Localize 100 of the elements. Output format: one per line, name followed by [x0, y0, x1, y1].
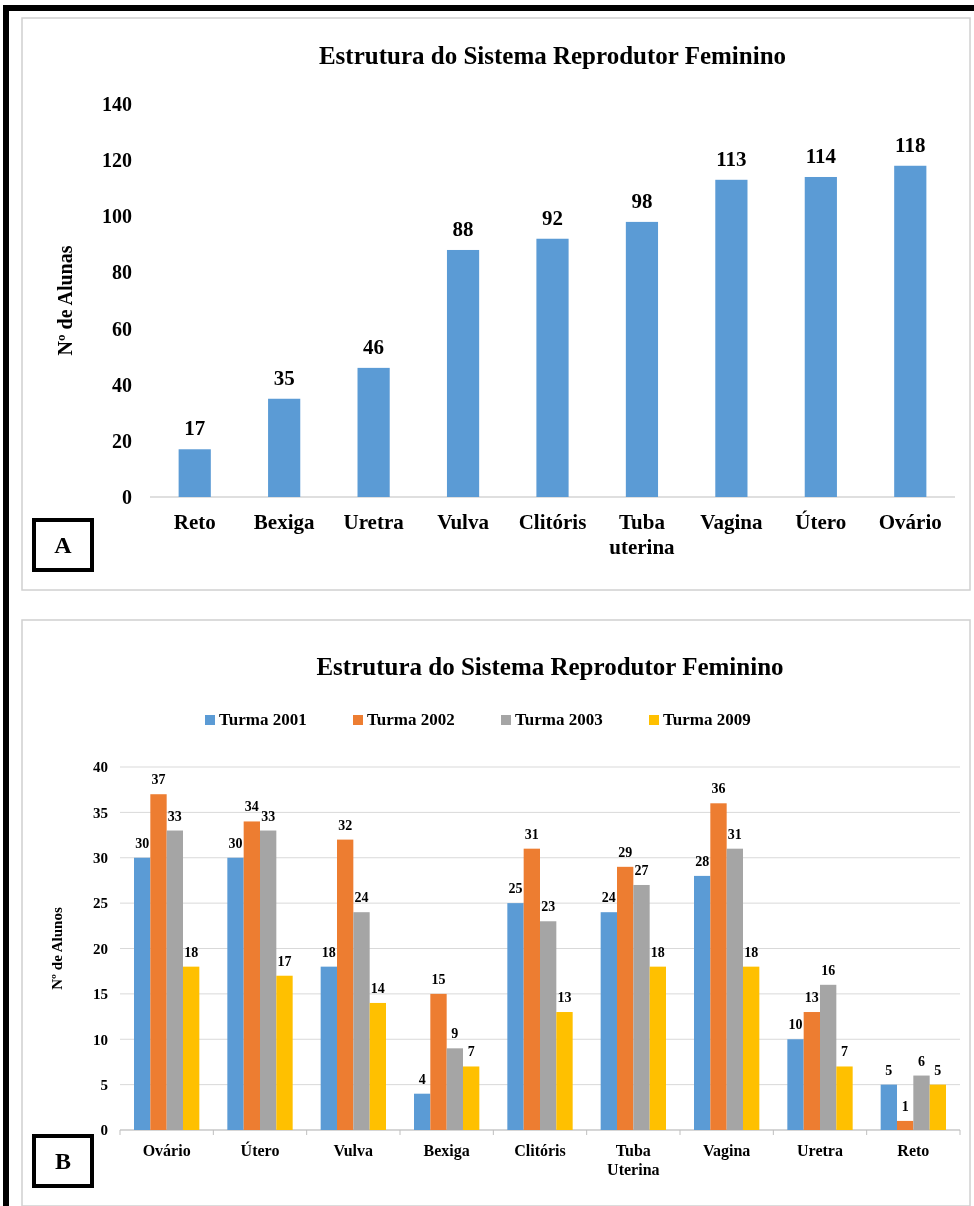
data-label: 5 [934, 1062, 942, 1078]
y-tick-label: 140 [102, 93, 132, 115]
x-tick-label: Uretra [343, 510, 405, 534]
y-tick-label: 35 [93, 804, 108, 821]
legend-label: Turma 2001 [219, 710, 307, 729]
data-label: 27 [634, 862, 649, 878]
bar [743, 966, 760, 1130]
data-label: 28 [695, 853, 710, 869]
bar [913, 1075, 930, 1130]
x-tick-label: Clitóris [514, 1142, 566, 1159]
data-label: 33 [167, 808, 182, 824]
x-tick-label: Ovário [142, 1142, 191, 1159]
y-tick-label: 20 [112, 429, 132, 452]
data-label: 10 [788, 1017, 803, 1033]
legend-label: Turma 2002 [367, 710, 455, 729]
bar [183, 966, 200, 1130]
legend-label: Turma 2009 [663, 710, 751, 729]
bar [536, 238, 569, 497]
y-tick-label: 30 [93, 850, 108, 866]
bar [178, 449, 211, 497]
bar [556, 1012, 573, 1130]
data-label: 18 [744, 944, 759, 960]
y-tick-label: 10 [93, 1031, 108, 1048]
bar [369, 1002, 386, 1130]
bar [337, 839, 354, 1130]
bar [446, 1048, 463, 1130]
data-label: 17 [277, 953, 292, 969]
data-label: 18 [650, 944, 665, 960]
y-tick-label: 80 [112, 261, 132, 284]
data-label: 31 [524, 826, 539, 842]
data-label: 5 [885, 1062, 893, 1078]
chart-title: Estrutura do Sistema Reprodutor Feminino [316, 653, 784, 680]
data-label: 36 [711, 781, 726, 797]
y-tick-label: 60 [112, 317, 132, 340]
bar [540, 921, 557, 1130]
bar [600, 912, 617, 1130]
data-label: 32 [338, 817, 353, 833]
bar [260, 830, 277, 1130]
bar [166, 830, 183, 1130]
bar [929, 1084, 946, 1130]
bar [649, 966, 666, 1130]
y-tick-label: 120 [102, 149, 132, 172]
y-tick-label: 0 [122, 486, 132, 508]
bar [726, 848, 743, 1130]
data-label: 1 [901, 1098, 909, 1114]
data-label: 16 [821, 962, 836, 978]
x-tick-label: Bexiga [423, 1142, 470, 1160]
y-tick-label: 100 [102, 205, 132, 228]
y-tick-label: 40 [112, 373, 132, 396]
data-label: 30 [135, 835, 150, 851]
data-label: 13 [804, 990, 819, 1006]
data-label: 18 [321, 944, 336, 960]
data-label: 113 [716, 146, 747, 171]
bar [710, 803, 727, 1130]
data-label: 4 [418, 1071, 426, 1087]
data-label: 13 [557, 990, 572, 1006]
bar [357, 367, 390, 497]
bar [820, 984, 837, 1130]
data-label: 14 [370, 980, 385, 996]
data-label: 23 [541, 899, 556, 915]
x-tick-label: Clitóris [518, 510, 587, 534]
text: B [54, 1148, 72, 1175]
bar [880, 1084, 897, 1130]
data-label: 35 [273, 365, 295, 390]
text: A [54, 532, 73, 559]
x-tick-label: Útero [795, 510, 847, 534]
data-label: 24 [601, 890, 616, 906]
y-tick-label: 15 [93, 986, 108, 1003]
bar [507, 903, 524, 1130]
data-label: 25 [508, 881, 523, 897]
bar [446, 249, 480, 497]
data-label: 31 [727, 826, 742, 842]
x-tick-label: Reto [897, 1142, 930, 1159]
data-label: 7 [841, 1044, 848, 1060]
x-tick-label: Tuba Uterina [607, 1142, 660, 1179]
data-label: 118 [895, 132, 926, 157]
legend-label: Turma 2003 [515, 710, 603, 729]
data-label: 24 [354, 890, 369, 906]
data-label: 15 [431, 971, 446, 987]
data-label: 30 [228, 835, 243, 851]
data-label: 34 [244, 799, 259, 815]
y-tick-label: 5 [100, 1076, 108, 1093]
data-label: 46 [363, 334, 385, 359]
bar [633, 884, 650, 1130]
y-tick-label: 40 [93, 759, 108, 776]
bar [134, 857, 151, 1130]
x-tick-label: Vulva [437, 510, 490, 534]
bar [894, 165, 927, 497]
bar [617, 866, 634, 1130]
bar [243, 821, 260, 1130]
x-tick-label: Tuba uterina [609, 510, 676, 560]
data-label: 7 [467, 1044, 475, 1060]
bar [463, 1066, 480, 1130]
y-tick-label: 20 [93, 940, 108, 957]
bar [803, 1012, 820, 1130]
bar [787, 1039, 804, 1130]
bar [320, 966, 337, 1130]
data-label: 33 [261, 808, 276, 824]
x-tick-label: Uretra [797, 1142, 843, 1159]
x-tick-label: Ovário [878, 510, 942, 534]
